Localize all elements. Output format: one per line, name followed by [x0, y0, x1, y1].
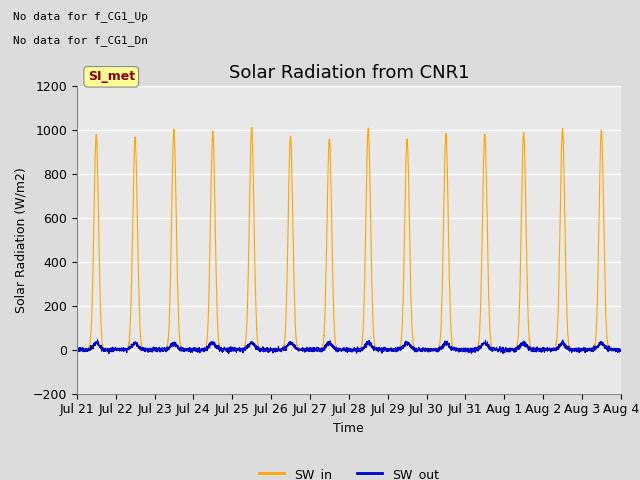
SW_in	[248, 125, 255, 131]
Text: No data for f_CG1_Dn: No data for f_CG1_Dn	[13, 35, 148, 46]
Line: SW_in: SW_in	[77, 128, 621, 350]
SW_out	[417, 347, 425, 353]
SW_out	[611, 346, 618, 351]
SW_out	[148, 348, 156, 353]
SW_out	[429, 346, 437, 352]
Text: No data for f_CG1_Up: No data for f_CG1_Up	[13, 11, 148, 22]
SW_in	[429, 347, 437, 353]
SW_in	[147, 347, 155, 353]
SW_out	[105, 351, 113, 357]
SW_in	[417, 347, 425, 353]
Y-axis label: Solar Radiation (W/m2): Solar Radiation (W/m2)	[14, 167, 27, 313]
SW_out	[73, 348, 81, 353]
SW_out	[93, 337, 101, 343]
SW_in	[617, 347, 625, 352]
Line: SW_out: SW_out	[77, 340, 621, 354]
Text: SI_met: SI_met	[88, 71, 135, 84]
Legend: SW_in, SW_out: SW_in, SW_out	[254, 463, 444, 480]
X-axis label: Time: Time	[333, 422, 364, 435]
SW_in	[360, 290, 368, 296]
SW_out	[361, 342, 369, 348]
SW_out	[617, 348, 625, 354]
SW_in	[512, 346, 520, 352]
SW_in	[73, 347, 81, 353]
SW_in	[611, 347, 618, 353]
Title: Solar Radiation from CNR1: Solar Radiation from CNR1	[228, 64, 469, 82]
SW_out	[512, 346, 520, 352]
